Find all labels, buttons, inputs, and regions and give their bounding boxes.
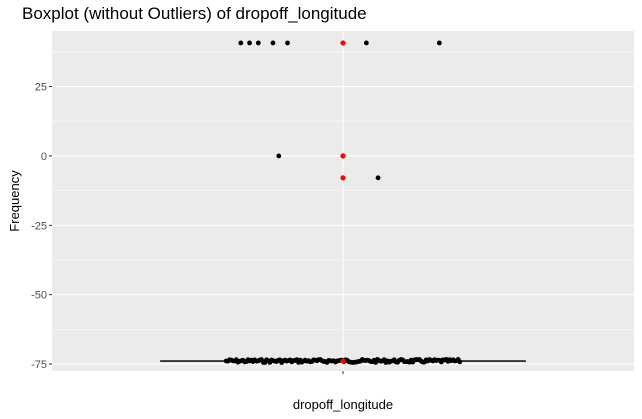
mean-point	[340, 153, 346, 159]
mean-point	[340, 358, 346, 364]
chart-title: Boxplot (without Outliers) of dropoff_lo…	[22, 4, 367, 23]
y-tick-label: -25	[31, 220, 47, 232]
jitter-point	[285, 40, 290, 46]
mean-point	[340, 175, 346, 181]
mean-points-layer	[340, 40, 346, 364]
jitter-point	[238, 40, 244, 46]
y-axis: -75 -50 -25 0 25	[31, 82, 52, 371]
mean-point	[340, 40, 346, 46]
y-tick-label: -75	[31, 359, 47, 371]
y-tick-label: -50	[31, 290, 47, 302]
x-axis-title: dropoff_longitude	[293, 397, 393, 412]
jitter-point	[247, 40, 252, 46]
jitter-point	[457, 359, 463, 365]
jitter-point	[436, 40, 442, 46]
jitter-point	[375, 175, 381, 181]
jitter-point	[255, 40, 261, 46]
jitter-point	[363, 40, 369, 46]
y-tick-label: 25	[35, 82, 47, 94]
jitter-point	[276, 153, 282, 159]
y-tick-label: 0	[41, 151, 47, 163]
y-axis-title: Frequency	[7, 170, 22, 232]
jitter-point	[270, 40, 276, 46]
